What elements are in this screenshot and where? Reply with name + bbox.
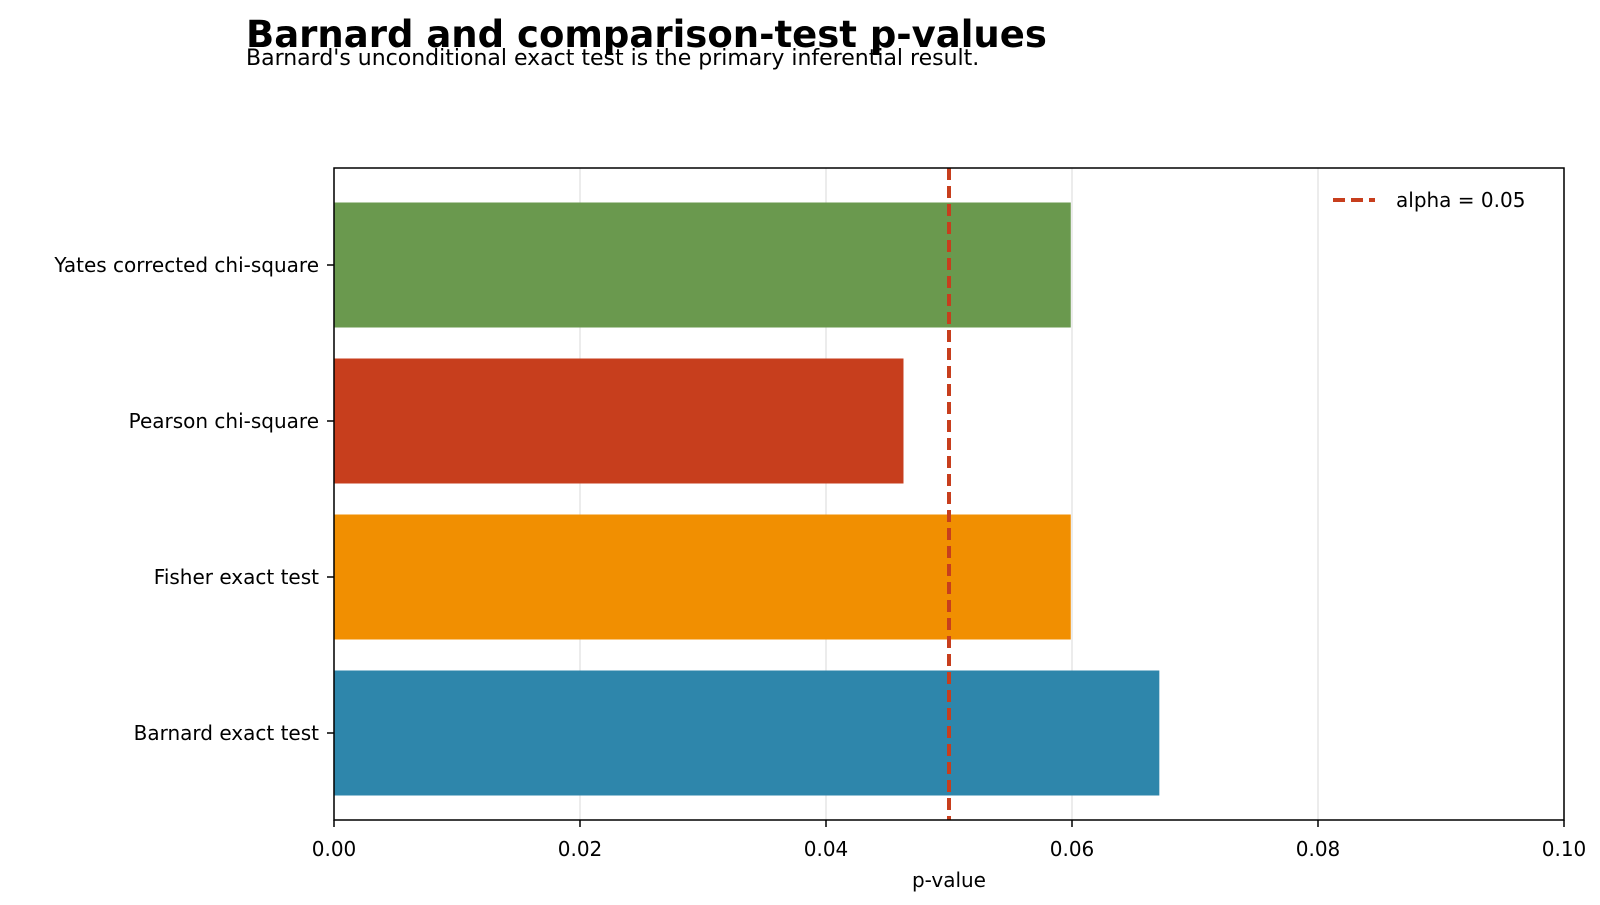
bar-barnard-exact-test xyxy=(334,670,1160,796)
y-tick-label: Barnard exact test xyxy=(134,721,320,745)
legend-label-alpha: alpha = 0.05 xyxy=(1396,188,1525,212)
y-axis: Barnard exact test Fisher exact test Pears… xyxy=(53,253,334,745)
x-tick-label: 0.02 xyxy=(558,837,603,861)
x-axis-label: p-value xyxy=(912,868,986,892)
plot-frame xyxy=(333,167,1565,821)
legend: alpha = 0.05 xyxy=(1333,188,1525,212)
chart-subtitle: Barnard's unconditional exact test is th… xyxy=(246,46,979,71)
y-tick-label: Pearson chi-square xyxy=(129,409,319,433)
x-tick-label: 0.06 xyxy=(1050,837,1095,861)
x-axis: 0.00 0.02 0.04 0.06 0.08 0.10 xyxy=(312,820,1587,861)
bar-fisher-exact-test xyxy=(334,514,1071,640)
chart-title: Barnard and comparison-test p-values xyxy=(246,13,1047,56)
x-tick-label: 0.10 xyxy=(1542,837,1587,861)
x-tick-label: 0.04 xyxy=(804,837,849,861)
bars xyxy=(334,202,1160,796)
x-tick-label: 0.00 xyxy=(312,837,357,861)
x-tick-label: 0.08 xyxy=(1296,837,1341,861)
y-tick-label: Yates corrected chi-square xyxy=(53,253,319,277)
bar-yates-corrected-chi-square xyxy=(334,202,1071,328)
bar-pearson-chi-square xyxy=(334,358,904,484)
y-tick-label: Fisher exact test xyxy=(154,565,319,589)
